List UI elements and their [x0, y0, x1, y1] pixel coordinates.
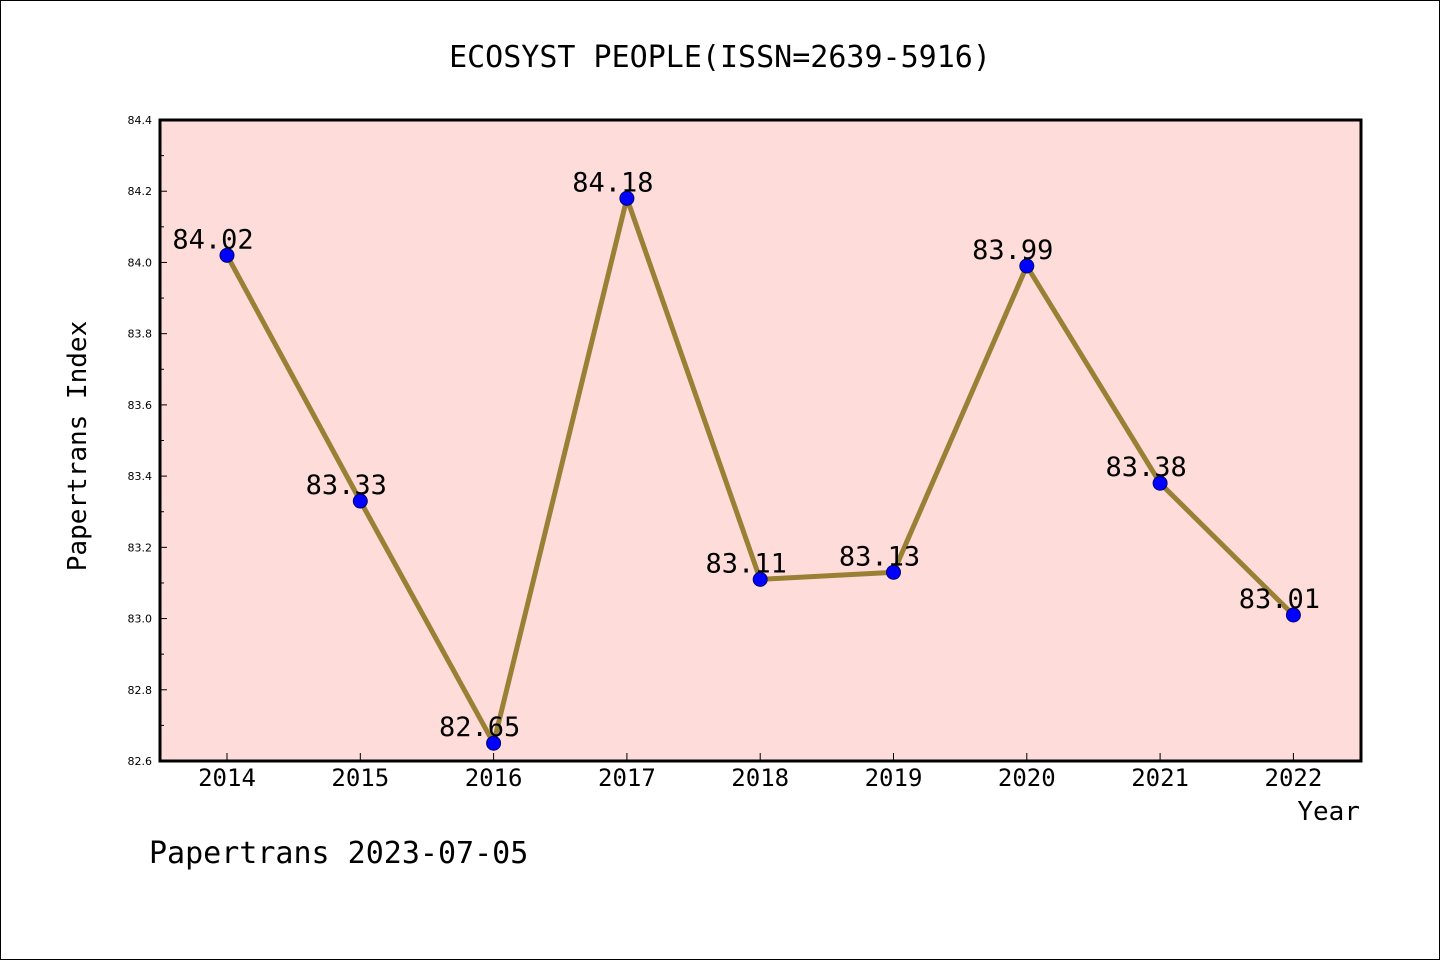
x-tick-label: 2022	[1265, 764, 1323, 792]
chart-title: ECOSYST PEOPLE(ISSN=2639-5916)	[449, 40, 991, 75]
data-point-2019	[886, 564, 901, 580]
data-point-2022	[1285, 607, 1301, 623]
y-tick-label: 84.4	[128, 114, 153, 127]
x-axis-label: Year	[1297, 797, 1360, 827]
data-point-2020	[1019, 258, 1035, 274]
x-tick-label: 2014	[198, 764, 256, 792]
x-tick-label: 2016	[465, 764, 523, 792]
data-label-2017: 84.18	[572, 167, 653, 198]
x-tick-label: 2019	[865, 764, 923, 792]
y-tick-label: 84.2	[128, 185, 153, 198]
data-label-2019: 83.13	[839, 541, 920, 572]
data-point-2016	[486, 735, 502, 751]
data-label-2016: 82.65	[439, 712, 520, 743]
x-tick-label: 2020	[998, 764, 1056, 792]
x-tick-label: 2017	[598, 764, 656, 792]
y-tick-label: 84.0	[128, 256, 153, 269]
x-tick-label: 2021	[1131, 764, 1189, 792]
plot-area	[158, 118, 1363, 763]
data-label-2022: 83.01	[1239, 584, 1320, 615]
data-point-2015	[352, 493, 368, 509]
data-label-2018: 83.11	[706, 548, 787, 579]
x-axis: 2014 2015 2016 2017 2018 2019 2020 2021 2022	[198, 753, 1322, 792]
data-label-2020: 83.99	[972, 235, 1053, 266]
y-tick-label: 83.4	[128, 470, 153, 483]
y-tick-label: 83.6	[128, 399, 153, 412]
footer-text: Papertrans 2023-07-05	[149, 836, 528, 871]
y-tick-label: 83.8	[128, 328, 153, 341]
y-tick-label: 83.2	[128, 541, 153, 554]
y-tick-label: 82.6	[128, 755, 153, 768]
data-point-2021	[1152, 475, 1168, 491]
data-point-2018	[752, 571, 768, 587]
data-point-2017	[619, 190, 635, 206]
series-markers	[219, 190, 1301, 751]
data-point-2014	[219, 247, 235, 263]
y-tick-label: 82.8	[128, 684, 153, 697]
data-label-2021: 83.38	[1105, 452, 1186, 483]
x-tick-label: 2018	[731, 764, 789, 792]
y-axis-label: Papertrans Index	[63, 321, 93, 571]
y-axis: 82.6 82.8 83.0 83.2 83.4 83.6 83.8 84.0 84.2 84.4	[128, 114, 167, 768]
data-label-2014: 84.02	[172, 224, 253, 255]
data-label-2015: 83.33	[306, 470, 387, 501]
y-tick-label: 83.0	[128, 613, 153, 626]
x-tick-label: 2015	[331, 764, 389, 792]
data-labels: 84.02 83.33 82.65 84.18 83.11 83.13 83.99 83.38…	[172, 167, 1320, 743]
